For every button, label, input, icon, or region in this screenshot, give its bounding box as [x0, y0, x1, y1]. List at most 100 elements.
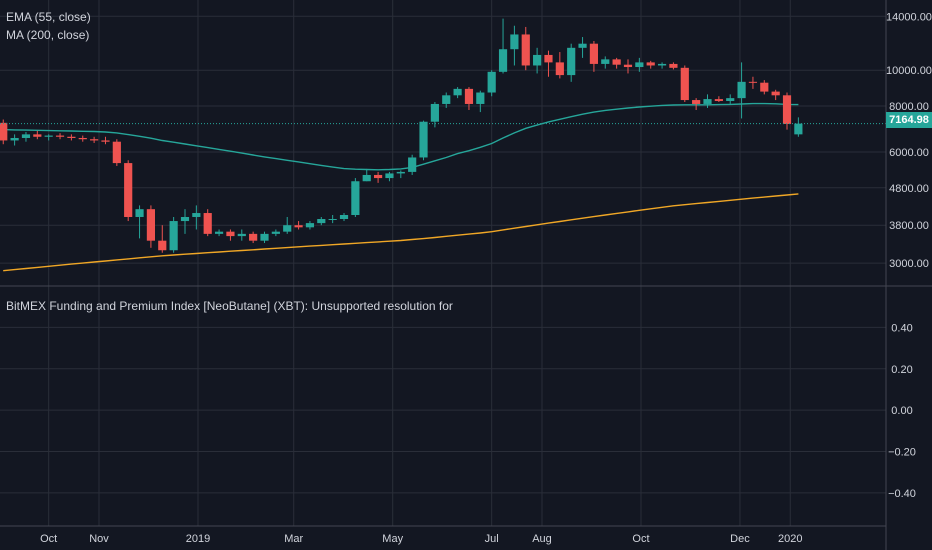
candle-body: [782, 95, 792, 124]
candle: [612, 57, 621, 69]
time-scale[interactable]: Oct Nov 2019 Mar May Jul Aug Oct Dec 2020: [40, 533, 802, 545]
candle-body: [124, 163, 133, 217]
candle-body: [351, 181, 360, 216]
oscillator-tick-label: 0.20: [891, 364, 912, 376]
candle: [521, 26, 530, 71]
oscillator-tick-label: −0.40: [888, 488, 916, 500]
candle-body: [385, 173, 394, 179]
ema-55-line: [3, 102, 799, 171]
candle: [567, 43, 576, 82]
candle-body: [703, 99, 712, 104]
candle: [782, 92, 792, 130]
candle: [453, 87, 462, 99]
indicator-legend: EMA (55, close) MA (200, close): [6, 8, 91, 44]
candle: [771, 89, 780, 101]
candle-body: [374, 174, 383, 179]
candle: [283, 216, 292, 234]
candle-body: [726, 98, 735, 102]
time-tick-label: 2020: [778, 533, 802, 545]
candle: [419, 120, 428, 161]
candle-body: [226, 231, 235, 237]
candle-body: [692, 100, 701, 104]
price-tick-label: 3000.00: [889, 258, 929, 270]
candle: [260, 231, 269, 244]
candle-body: [260, 233, 269, 241]
candle: [623, 59, 633, 74]
oscillator-tick-label: −0.20: [888, 447, 916, 459]
candle-body: [771, 91, 780, 96]
candle-body: [601, 59, 610, 64]
candle-body: [339, 215, 349, 220]
ema-legend-label[interactable]: EMA (55, close): [6, 10, 91, 24]
candle-body: [10, 137, 19, 141]
candle: [214, 229, 224, 237]
oscillator-tick-label: 0.40: [891, 322, 912, 334]
ma-line-layer: [3, 193, 799, 272]
oscillator-scale[interactable]: 0.40 0.20 0.00 −0.20 −0.40: [888, 322, 916, 500]
candlestick-series: [0, 18, 803, 253]
time-tick-label: Jul: [485, 533, 499, 545]
price-tick-label: 14000.00: [886, 11, 932, 23]
candle-body: [249, 233, 258, 241]
candle: [726, 94, 735, 104]
candle-body: [657, 63, 667, 66]
candle: [498, 18, 508, 74]
candle: [476, 90, 485, 113]
candle: [90, 136, 99, 143]
candle-body: [669, 63, 678, 68]
candle: [305, 221, 315, 230]
time-tick-label: Oct: [40, 533, 57, 545]
candle: [249, 231, 258, 244]
candle-body: [305, 223, 315, 228]
candle-body: [112, 141, 121, 164]
candle-body: [180, 216, 190, 222]
sub-pane-title[interactable]: BitMEX Funding and Premium Index [NeoBut…: [6, 299, 453, 313]
candle: [101, 136, 110, 145]
price-tick-label: 3800.00: [889, 220, 929, 232]
candle: [146, 205, 156, 248]
candle: [657, 62, 667, 69]
price-tick-label: 10000.00: [886, 65, 932, 77]
ma-legend-label[interactable]: MA (200, close): [6, 28, 90, 42]
candle: [180, 209, 190, 234]
candle: [55, 133, 65, 140]
candle: [794, 117, 803, 137]
candle: [192, 205, 201, 230]
last-price-tag: 7164.98: [886, 112, 932, 128]
candle: [169, 216, 178, 253]
candle: [589, 40, 599, 72]
candle: [124, 160, 133, 222]
candle: [158, 225, 167, 253]
candle: [748, 76, 758, 89]
candle-body: [623, 64, 633, 68]
candle: [385, 171, 394, 182]
candle-body: [453, 88, 462, 96]
candle: [67, 134, 76, 141]
candle-body: [271, 231, 280, 234]
candle: [408, 154, 417, 175]
candle-body: [203, 213, 212, 234]
candle-body: [646, 62, 655, 66]
candle: [351, 178, 360, 217]
ema-line-layer: [3, 102, 799, 171]
candle-body: [589, 43, 599, 64]
candle: [442, 92, 451, 108]
candle-body: [498, 49, 508, 72]
price-tick-label: 8000.00: [889, 101, 929, 113]
candle-body: [101, 140, 110, 142]
candle: [203, 209, 212, 237]
candle: [339, 213, 349, 222]
price-scale[interactable]: 14000.00 10000.00 8000.00 6000.00 4800.00 380…: [886, 11, 932, 270]
candle-body: [533, 54, 542, 66]
candle: [510, 25, 519, 66]
candle: [544, 50, 553, 77]
candle-body: [328, 219, 337, 221]
oscillator-tick-label: 0.00: [891, 405, 912, 417]
candle: [271, 229, 280, 237]
candle-body: [544, 54, 553, 63]
candle-body: [635, 62, 644, 68]
time-tick-label: Oct: [632, 533, 649, 545]
candle: [669, 62, 678, 70]
